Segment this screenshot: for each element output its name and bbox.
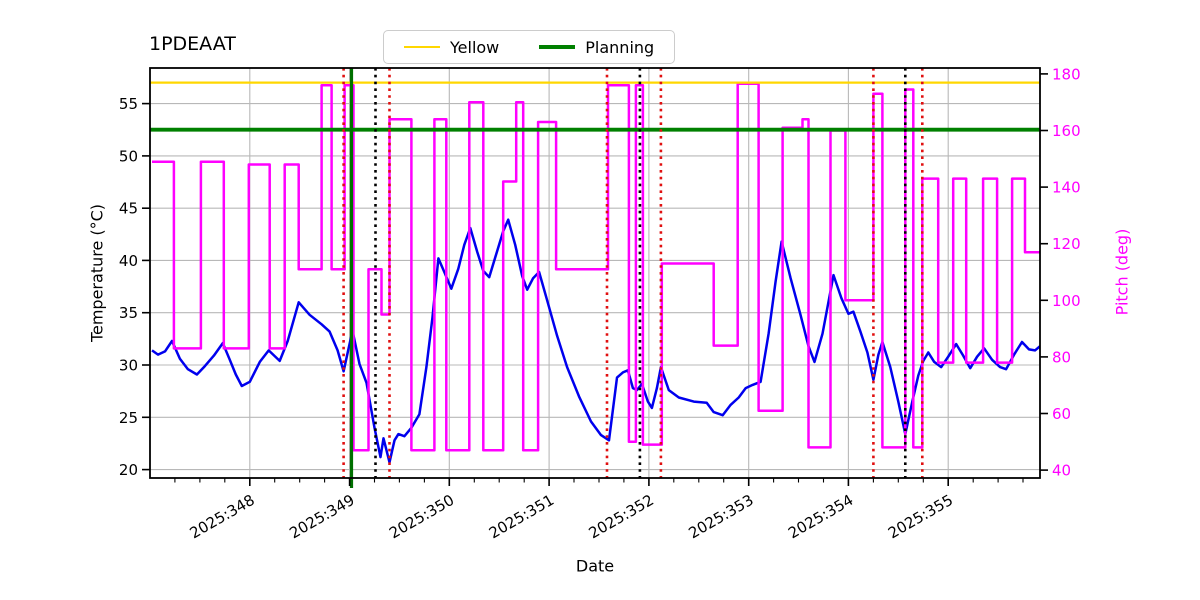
x-tick-label: 2025:351 xyxy=(486,491,557,543)
y-right-tick-label: 140 xyxy=(1052,179,1081,197)
x-tick-label: 2025:353 xyxy=(685,491,756,543)
x-tick-label: 2025:354 xyxy=(785,491,856,543)
y-right-tick-label: 180 xyxy=(1052,65,1081,83)
axis-ticks xyxy=(142,73,1048,486)
pitch-series xyxy=(152,82,1040,452)
y-left-tick-label: 20 xyxy=(119,461,138,479)
y-left-tick-label: 30 xyxy=(119,357,138,375)
legend-item-planning: Planning xyxy=(539,38,654,57)
chart-title: 1PDEAAT xyxy=(149,33,236,55)
y-left-tick-label: 45 xyxy=(119,200,138,218)
y-right-tick-label: 80 xyxy=(1052,348,1071,366)
y-left-tick-label: 40 xyxy=(119,252,138,270)
legend-label-yellow: Yellow xyxy=(450,37,500,57)
x-tick-label: 2025:352 xyxy=(586,491,657,543)
y-right-tick-label: 160 xyxy=(1052,122,1081,140)
y-right-tick-label: 100 xyxy=(1052,292,1081,310)
y-left-tick-label: 35 xyxy=(119,304,138,322)
gridlines xyxy=(150,68,1040,478)
planning-line-swatch xyxy=(539,45,576,49)
y-right-tick-label: 120 xyxy=(1052,235,1081,253)
legend: Yellow Planning xyxy=(383,30,676,64)
x-tick-label: 2025:348 xyxy=(187,491,258,543)
event-lines xyxy=(342,68,924,488)
yellow-line-swatch xyxy=(404,46,440,48)
y-left-tick-label: 50 xyxy=(119,147,138,165)
y-left-tick-labels: 20 25 30 35 40 45 50 55 xyxy=(119,95,138,479)
y-left-tick-label: 55 xyxy=(119,95,138,113)
temperature-series xyxy=(151,218,1040,464)
axes-frame xyxy=(149,67,1041,479)
legend-label-planning: Planning xyxy=(585,37,655,57)
y-right-tick-label: 60 xyxy=(1052,405,1071,423)
x-tick-labels: 2025:348 2025:349 2025:350 2025:351 2025:352… xyxy=(187,491,957,543)
y-right-tick-label: 40 xyxy=(1052,462,1071,480)
x-tick-label: 2025:355 xyxy=(885,491,956,543)
legend-item-yellow: Yellow xyxy=(404,38,499,57)
x-tick-label: 2025:350 xyxy=(386,491,457,543)
y-right-tick-labels: 40 60 80 100 120 140 160 180 xyxy=(1052,65,1081,479)
x-tick-label: 2025:349 xyxy=(286,491,357,543)
x-axis-label: Date xyxy=(575,556,615,576)
y-left-tick-label: 25 xyxy=(119,409,138,427)
